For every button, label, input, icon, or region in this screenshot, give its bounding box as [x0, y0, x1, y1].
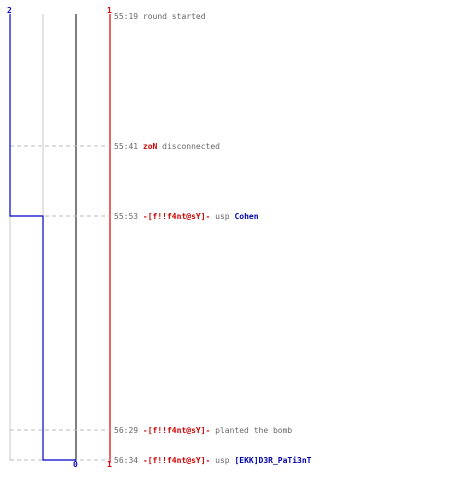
event-text: usp — [210, 212, 234, 221]
event-row: 55:19 round started — [114, 12, 206, 21]
red-team-bottom-count: 1 — [107, 460, 112, 469]
event-guides — [10, 145, 110, 461]
event-time: 55:53 — [114, 212, 143, 221]
event-time: 55:41 — [114, 142, 143, 151]
event-time: 55:19 — [114, 12, 143, 21]
grid-columns — [9, 14, 111, 463]
event-row: 55:53 -[f!!f4nt@sY]- usp Cohen — [114, 212, 259, 221]
event-text: usp — [210, 456, 234, 465]
red-team-top-count: 1 — [107, 6, 112, 15]
blue-team-top-count: 2 — [7, 6, 12, 15]
event-text: disconnected — [157, 142, 220, 151]
event-log: 55:19 round started 55:41 zoN disconnecte… — [114, 12, 312, 465]
red-player-name: -[f!!f4nt@sY]- — [143, 212, 210, 221]
blue-player-name: Cohen — [234, 212, 258, 221]
blue-team-step-line — [9, 14, 76, 461]
red-player-name: zoN — [143, 142, 158, 151]
event-time: 56:34 — [114, 456, 143, 465]
blue-player-name: [EKK]D3R_PaTi3nT — [234, 455, 311, 465]
event-text: round started — [143, 12, 206, 21]
event-text: planted the bomb — [210, 426, 292, 435]
event-time: 56:29 — [114, 426, 143, 435]
event-row: 56:29 -[f!!f4nt@sY]- planted the bomb — [114, 426, 292, 435]
event-row: 55:41 zoN disconnected — [114, 142, 220, 151]
event-row: 56:34 -[f!!f4nt@sY]- usp [EKK]D3R_PaTi3n… — [114, 455, 312, 465]
red-player-name: -[f!!f4nt@sY]- — [143, 426, 210, 435]
blue-team-bottom-count: 0 — [73, 460, 78, 469]
red-player-name: -[f!!f4nt@sY]- — [143, 456, 210, 465]
